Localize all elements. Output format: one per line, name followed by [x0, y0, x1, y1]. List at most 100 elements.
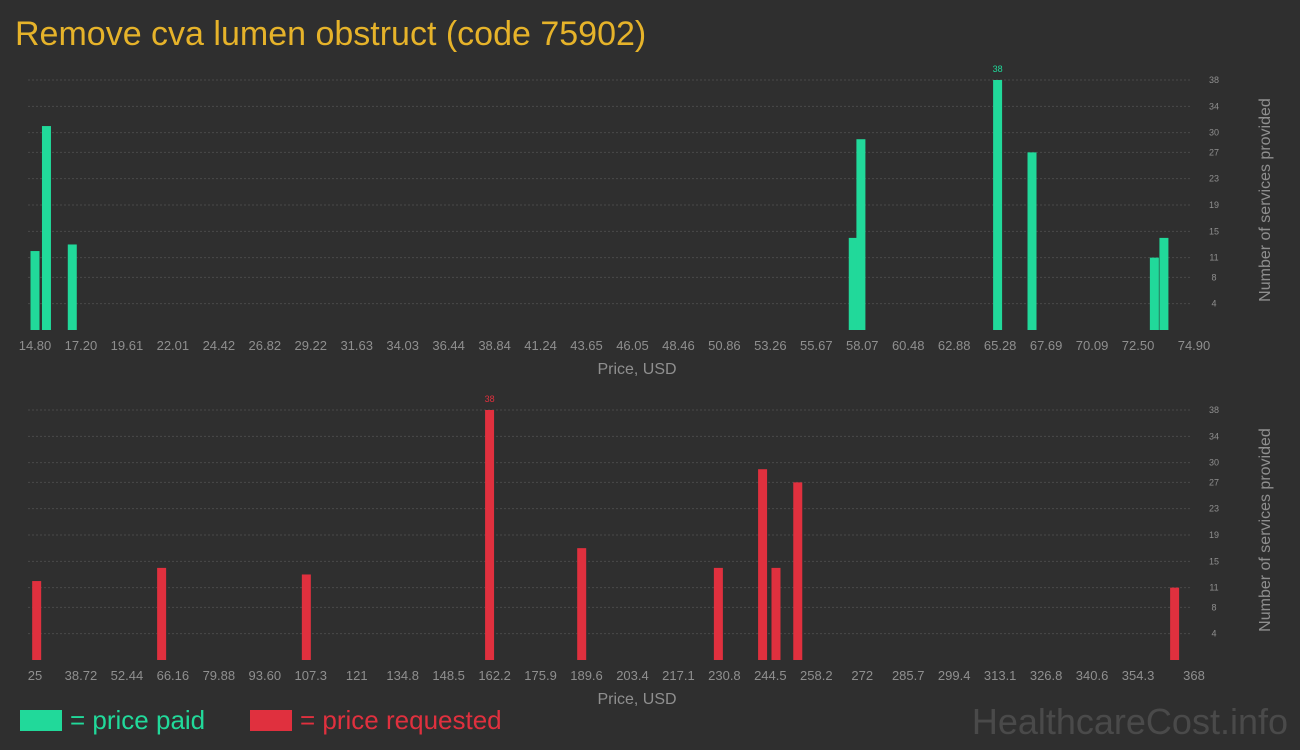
x-tick-label: 230.8: [708, 668, 741, 683]
x-tick-label: 65.28: [984, 338, 1017, 353]
x-tick-label: 175.9: [524, 668, 557, 683]
x-tick-label: 41.24: [524, 338, 557, 353]
x-tick-label: 38.72: [65, 668, 98, 683]
bar-value-label: 38: [993, 64, 1003, 74]
bar: [30, 251, 40, 330]
x-tick-label: 67.69: [1030, 338, 1063, 353]
x-tick-label: 25: [28, 668, 42, 683]
x-tick-label: 299.4: [938, 668, 971, 683]
x-tick-label: 36.44: [432, 338, 465, 353]
y-tick-label: 11: [1209, 253, 1218, 263]
bar: [1159, 237, 1169, 330]
x-tick-label: 31.63: [340, 338, 373, 353]
y-tick-label: 27: [1209, 477, 1219, 487]
legend-swatch-requested: [250, 710, 292, 731]
y-tick-label: 8: [1211, 602, 1216, 612]
x-axis-label: Price, USD: [597, 361, 676, 378]
legend-label-requested: = price requested: [300, 705, 502, 735]
x-tick-label: 14.80: [19, 338, 52, 353]
y-tick-label: 4: [1211, 629, 1216, 639]
bar: [793, 482, 803, 660]
y-axis-label: Number of services provided: [1257, 428, 1274, 632]
bar: [1170, 587, 1180, 660]
y-tick-label: 19: [1209, 530, 1219, 540]
x-axis-label: Price, USD: [597, 691, 676, 708]
bar: [157, 567, 167, 660]
x-tick-label: 22.01: [157, 338, 190, 353]
bar: [993, 80, 1003, 330]
y-tick-label: 19: [1209, 200, 1219, 210]
x-tick-label: 272: [851, 668, 873, 683]
x-tick-label: 17.20: [65, 338, 98, 353]
x-tick-label: 26.82: [249, 338, 282, 353]
bar: [713, 567, 723, 660]
x-tick-label: 93.60: [249, 668, 282, 683]
y-tick-label: 34: [1209, 431, 1219, 441]
y-tick-label: 23: [1209, 174, 1219, 184]
y-tick-label: 38: [1209, 405, 1219, 415]
bar-value-label: 38: [485, 394, 495, 404]
legend: = price paid = price requested: [20, 705, 502, 735]
x-tick-label: 19.61: [111, 338, 144, 353]
x-tick-label: 70.09: [1076, 338, 1109, 353]
y-tick-label: 34: [1209, 101, 1219, 111]
y-tick-label: 15: [1209, 226, 1219, 236]
x-tick-label: 38.84: [478, 338, 511, 353]
bar: [577, 548, 587, 660]
x-tick-label: 79.88: [203, 668, 236, 683]
bar: [1149, 257, 1159, 330]
x-tick-label: 66.16: [157, 668, 190, 683]
y-tick-label: 8: [1211, 272, 1216, 282]
x-tick-label: 58.07: [846, 338, 879, 353]
y-tick-label: 30: [1209, 458, 1219, 468]
chart-title: Remove cva lumen obstruct (code 75902): [15, 15, 646, 53]
x-tick-label: 368: [1183, 668, 1205, 683]
x-tick-label: 52.44: [111, 668, 144, 683]
x-tick-label: 217.1: [662, 668, 695, 683]
y-tick-label: 38: [1209, 75, 1219, 85]
x-tick-label: 326.8: [1030, 668, 1063, 683]
x-tick-label: 62.88: [938, 338, 971, 353]
x-tick-label: 24.42: [203, 338, 236, 353]
x-tick-label: 43.65: [570, 338, 603, 353]
x-tick-label: 50.86: [708, 338, 741, 353]
bar: [41, 126, 51, 330]
bar: [1027, 152, 1037, 330]
bar: [485, 410, 495, 660]
bar: [301, 574, 311, 660]
paid-price-panel: 4 8 11 15 19 23 27 30 34 38 38 14.80 17.20 19.61 22.01…: [19, 64, 1274, 378]
y-tick-label: 27: [1209, 147, 1219, 157]
watermark: HealthcareCost.info: [972, 701, 1288, 742]
requested-price-panel: 4 8 11 15 19 23 27 30 34 38 38 25 38.72 52.44 66.16 79.…: [28, 394, 1274, 708]
x-tick-label: 340.6: [1076, 668, 1109, 683]
y-tick-label: 15: [1209, 556, 1219, 566]
x-tick-label: 48.46: [662, 338, 695, 353]
x-tick-label: 46.05: [616, 338, 649, 353]
x-tick-label: 354.3: [1122, 668, 1155, 683]
x-tick-label: 74.90: [1178, 338, 1211, 353]
y-axis-label: Number of services provided: [1257, 98, 1274, 302]
x-tick-label: 244.5: [754, 668, 787, 683]
y-tick-label: 30: [1209, 128, 1219, 138]
y-tick-label: 11: [1209, 583, 1218, 593]
legend-swatch-paid: [20, 710, 62, 731]
x-tick-label: 53.26: [754, 338, 787, 353]
legend-label-paid: = price paid: [70, 705, 205, 735]
x-tick-label: 121: [346, 668, 368, 683]
bar: [758, 469, 768, 660]
x-tick-label: 29.22: [294, 338, 327, 353]
bar: [856, 139, 866, 330]
x-tick-label: 148.5: [432, 668, 465, 683]
x-tick-label: 258.2: [800, 668, 833, 683]
x-tick-label: 55.67: [800, 338, 833, 353]
x-tick-label: 189.6: [570, 668, 603, 683]
x-tick-label: 34.03: [386, 338, 419, 353]
bar: [32, 581, 42, 660]
bar: [771, 567, 781, 660]
x-tick-label: 162.2: [478, 668, 511, 683]
x-tick-label: 107.3: [294, 668, 327, 683]
x-tick-label: 313.1: [984, 668, 1017, 683]
y-tick-label: 4: [1211, 299, 1216, 309]
